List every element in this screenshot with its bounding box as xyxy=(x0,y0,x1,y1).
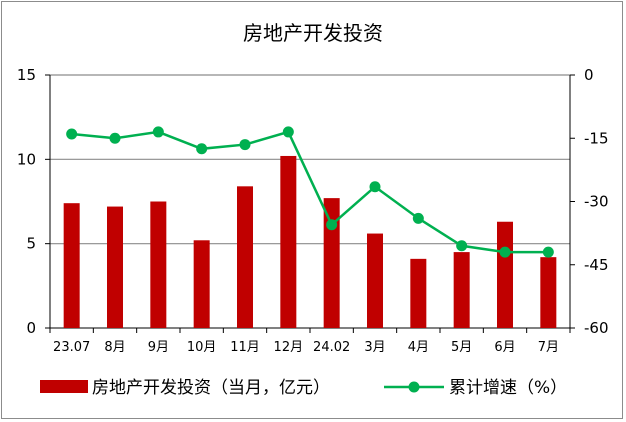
right-tick-label: -60 xyxy=(584,319,609,337)
bar xyxy=(497,221,513,328)
x-tick-label: 24.02 xyxy=(313,340,350,355)
left-tick-label: 15 xyxy=(17,66,36,84)
legend-bar-label: 房地产开发投资（当月，亿元） xyxy=(92,378,330,398)
x-tick-label: 6月 xyxy=(494,340,515,355)
series-line xyxy=(71,130,549,254)
x-tick-label: 9月 xyxy=(148,340,169,355)
bar xyxy=(107,206,123,328)
right-tick-label: -15 xyxy=(584,129,609,147)
line-point xyxy=(239,139,251,151)
legend-bar-swatch xyxy=(40,380,88,393)
line-point xyxy=(542,246,554,258)
left-tick-label: 10 xyxy=(17,150,36,168)
x-tick-label: 12月 xyxy=(274,340,304,355)
bar xyxy=(323,198,340,328)
bar xyxy=(367,233,383,328)
x-tick-label: 23.07 xyxy=(53,340,90,355)
left-tick-label: 5 xyxy=(26,235,36,253)
right-tick-label: -30 xyxy=(584,193,609,211)
legend-line-marker xyxy=(408,381,420,393)
x-tick-label: 4月 xyxy=(408,340,429,355)
line-point xyxy=(109,132,121,144)
line-series xyxy=(66,126,554,258)
bar-series xyxy=(63,155,557,328)
bar xyxy=(63,203,80,328)
line-point xyxy=(499,246,511,258)
right-tick-label: -45 xyxy=(584,256,609,274)
x-tick-label: 7月 xyxy=(538,340,559,355)
line-point xyxy=(456,240,468,252)
line-point xyxy=(196,143,208,155)
left-tick-label: 0 xyxy=(26,319,36,337)
bar xyxy=(540,257,557,328)
x-tick-label: 10月 xyxy=(187,340,217,355)
line-point xyxy=(282,126,294,138)
line-point xyxy=(66,128,78,140)
legend-line-label: 累计增速（%） xyxy=(449,378,567,398)
line-point xyxy=(152,126,164,138)
right-tick-label: 0 xyxy=(584,66,594,84)
bar xyxy=(193,240,210,328)
line-point xyxy=(412,212,424,224)
bar xyxy=(237,186,253,328)
grid-lines xyxy=(50,74,570,245)
chart-title: 房地产开发投资 xyxy=(243,21,383,45)
axes: 0 5 10 15 0 -15 -30 -45 -60 23.07 8月 9月 10月 11月 12月 24.… xyxy=(17,66,609,355)
bar xyxy=(410,258,427,328)
bar xyxy=(453,252,470,328)
line-point xyxy=(326,219,338,231)
legend: 房地产开发投资（当月，亿元） 累计增速（%） xyxy=(40,378,567,398)
x-tick-label: 3月 xyxy=(364,340,385,355)
line-point xyxy=(369,181,381,193)
x-tick-label: 5月 xyxy=(451,340,472,355)
x-tick-label: 8月 xyxy=(104,340,125,355)
bar xyxy=(280,155,297,328)
x-tick-label: 11月 xyxy=(230,340,260,355)
bar xyxy=(150,201,167,328)
